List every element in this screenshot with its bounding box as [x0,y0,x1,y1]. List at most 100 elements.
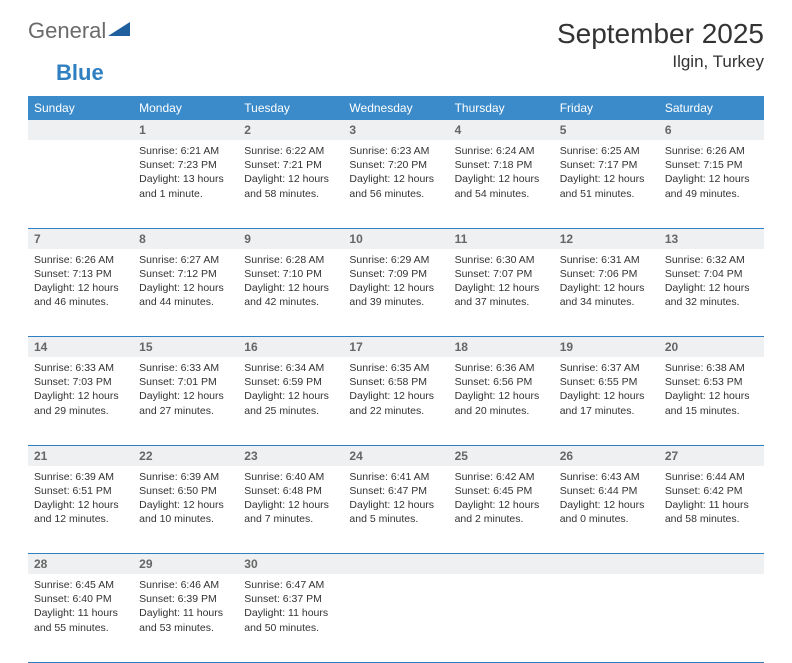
daylight-text: Daylight: 12 hours and 46 minutes. [34,281,127,309]
sunset-text: Sunset: 7:13 PM [34,267,127,281]
day-cell-content: Sunrise: 6:21 AMSunset: 7:23 PMDaylight:… [133,140,238,205]
day-cell [449,574,554,662]
sunset-text: Sunset: 6:50 PM [139,484,232,498]
daylight-text: Daylight: 12 hours and 56 minutes. [349,172,442,200]
day-number: 4 [449,120,554,140]
day-number: 16 [238,337,343,358]
sunrise-text: Sunrise: 6:25 AM [560,144,653,158]
day-cell: Sunrise: 6:27 AMSunset: 7:12 PMDaylight:… [133,249,238,337]
day-content-row: Sunrise: 6:26 AMSunset: 7:13 PMDaylight:… [28,249,764,337]
sunset-text: Sunset: 6:55 PM [560,375,653,389]
day-cell: Sunrise: 6:38 AMSunset: 6:53 PMDaylight:… [659,357,764,445]
sunrise-text: Sunrise: 6:26 AM [34,253,127,267]
sunrise-text: Sunrise: 6:39 AM [34,470,127,484]
day-content-row: Sunrise: 6:39 AMSunset: 6:51 PMDaylight:… [28,466,764,554]
sunset-text: Sunset: 7:03 PM [34,375,127,389]
daylight-text: Daylight: 12 hours and 51 minutes. [560,172,653,200]
day-cell: Sunrise: 6:26 AMSunset: 7:15 PMDaylight:… [659,140,764,228]
day-number: 20 [659,337,764,358]
day-number: 1 [133,120,238,140]
sunset-text: Sunset: 6:51 PM [34,484,127,498]
sunset-text: Sunset: 7:23 PM [139,158,232,172]
sunrise-text: Sunrise: 6:41 AM [349,470,442,484]
day-cell: Sunrise: 6:25 AMSunset: 7:17 PMDaylight:… [554,140,659,228]
day-number-row: 78910111213 [28,228,764,249]
day-number: 3 [343,120,448,140]
sunset-text: Sunset: 6:48 PM [244,484,337,498]
sunset-text: Sunset: 7:04 PM [665,267,758,281]
day-cell: Sunrise: 6:35 AMSunset: 6:58 PMDaylight:… [343,357,448,445]
sunrise-text: Sunrise: 6:26 AM [665,144,758,158]
day-cell: Sunrise: 6:33 AMSunset: 7:03 PMDaylight:… [28,357,133,445]
day-cell: Sunrise: 6:33 AMSunset: 7:01 PMDaylight:… [133,357,238,445]
daylight-text: Daylight: 12 hours and 58 minutes. [244,172,337,200]
sunrise-text: Sunrise: 6:29 AM [349,253,442,267]
day-number: 21 [28,445,133,466]
daylight-text: Daylight: 12 hours and 17 minutes. [560,389,653,417]
day-cell-content: Sunrise: 6:39 AMSunset: 6:50 PMDaylight:… [133,466,238,531]
day-number: 8 [133,228,238,249]
sunrise-text: Sunrise: 6:38 AM [665,361,758,375]
day-number: 27 [659,445,764,466]
day-number: 5 [554,120,659,140]
day-cell: Sunrise: 6:32 AMSunset: 7:04 PMDaylight:… [659,249,764,337]
day-number: 24 [343,445,448,466]
sunrise-text: Sunrise: 6:47 AM [244,578,337,592]
day-number-row: 282930 [28,554,764,575]
day-number: 15 [133,337,238,358]
sunrise-text: Sunrise: 6:24 AM [455,144,548,158]
day-cell-content: Sunrise: 6:29 AMSunset: 7:09 PMDaylight:… [343,249,448,314]
day-cell-content: Sunrise: 6:43 AMSunset: 6:44 PMDaylight:… [554,466,659,531]
sunrise-text: Sunrise: 6:39 AM [139,470,232,484]
daylight-text: Daylight: 12 hours and 49 minutes. [665,172,758,200]
day-cell: Sunrise: 6:41 AMSunset: 6:47 PMDaylight:… [343,466,448,554]
day-number-row: 14151617181920 [28,337,764,358]
daylight-text: Daylight: 12 hours and 5 minutes. [349,498,442,526]
day-cell: Sunrise: 6:36 AMSunset: 6:56 PMDaylight:… [449,357,554,445]
day-number [28,120,133,140]
day-cell: Sunrise: 6:30 AMSunset: 7:07 PMDaylight:… [449,249,554,337]
sunrise-text: Sunrise: 6:27 AM [139,253,232,267]
day-cell: Sunrise: 6:44 AMSunset: 6:42 PMDaylight:… [659,466,764,554]
day-content-row: Sunrise: 6:21 AMSunset: 7:23 PMDaylight:… [28,140,764,228]
day-cell-content: Sunrise: 6:30 AMSunset: 7:07 PMDaylight:… [449,249,554,314]
sunset-text: Sunset: 7:06 PM [560,267,653,281]
day-cell: Sunrise: 6:37 AMSunset: 6:55 PMDaylight:… [554,357,659,445]
sunrise-text: Sunrise: 6:45 AM [34,578,127,592]
day-number: 19 [554,337,659,358]
sunset-text: Sunset: 6:39 PM [139,592,232,606]
daylight-text: Daylight: 12 hours and 22 minutes. [349,389,442,417]
day-cell: Sunrise: 6:42 AMSunset: 6:45 PMDaylight:… [449,466,554,554]
day-number-row: 123456 [28,120,764,140]
daylight-text: Daylight: 13 hours and 1 minute. [139,172,232,200]
day-cell: Sunrise: 6:22 AMSunset: 7:21 PMDaylight:… [238,140,343,228]
daylight-text: Daylight: 11 hours and 58 minutes. [665,498,758,526]
day-number: 6 [659,120,764,140]
sunset-text: Sunset: 7:12 PM [139,267,232,281]
sunset-text: Sunset: 6:47 PM [349,484,442,498]
daylight-text: Daylight: 12 hours and 20 minutes. [455,389,548,417]
day-cell: Sunrise: 6:43 AMSunset: 6:44 PMDaylight:… [554,466,659,554]
day-cell-content: Sunrise: 6:28 AMSunset: 7:10 PMDaylight:… [238,249,343,314]
day-cell-content: Sunrise: 6:32 AMSunset: 7:04 PMDaylight:… [659,249,764,314]
sunrise-text: Sunrise: 6:42 AM [455,470,548,484]
sunrise-text: Sunrise: 6:21 AM [139,144,232,158]
calendar-table: SundayMondayTuesdayWednesdayThursdayFrid… [28,96,764,663]
daylight-text: Daylight: 12 hours and 7 minutes. [244,498,337,526]
day-cell [659,574,764,662]
day-number [659,554,764,575]
daylight-text: Daylight: 12 hours and 27 minutes. [139,389,232,417]
day-number: 17 [343,337,448,358]
day-cell: Sunrise: 6:45 AMSunset: 6:40 PMDaylight:… [28,574,133,662]
sunset-text: Sunset: 6:45 PM [455,484,548,498]
day-number: 7 [28,228,133,249]
day-cell-content: Sunrise: 6:45 AMSunset: 6:40 PMDaylight:… [28,574,133,639]
day-cell [28,140,133,228]
day-cell: Sunrise: 6:26 AMSunset: 7:13 PMDaylight:… [28,249,133,337]
daylight-text: Daylight: 12 hours and 32 minutes. [665,281,758,309]
day-cell-content: Sunrise: 6:31 AMSunset: 7:06 PMDaylight:… [554,249,659,314]
day-number: 18 [449,337,554,358]
day-cell-content: Sunrise: 6:23 AMSunset: 7:20 PMDaylight:… [343,140,448,205]
sunrise-text: Sunrise: 6:36 AM [455,361,548,375]
day-cell: Sunrise: 6:47 AMSunset: 6:37 PMDaylight:… [238,574,343,662]
